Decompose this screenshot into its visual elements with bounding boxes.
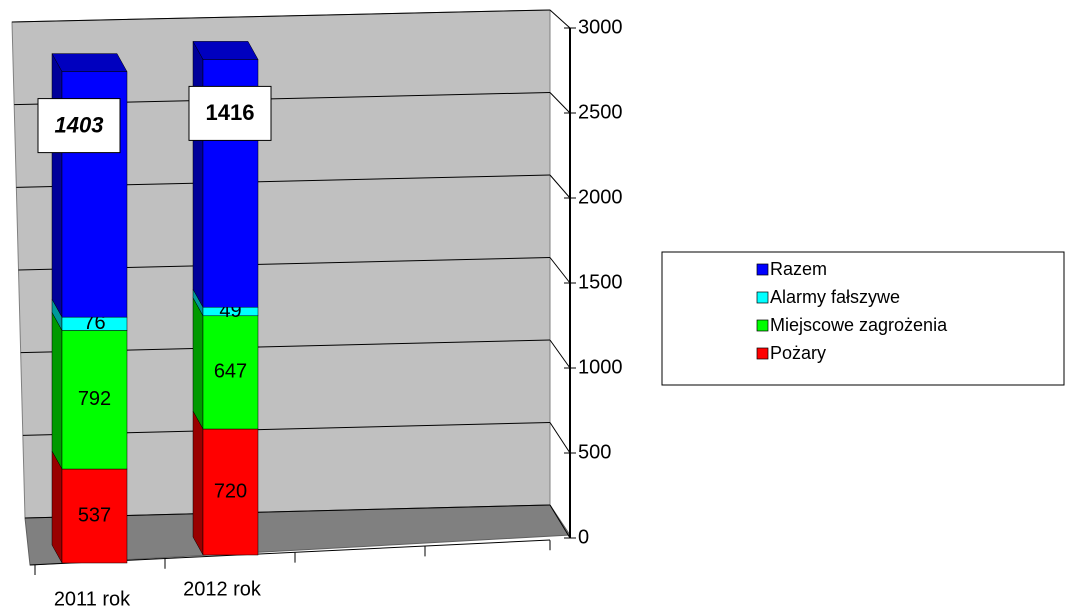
data-label: 76 [83, 312, 105, 334]
tick-mark [549, 174, 571, 199]
data-label: 1403 [55, 112, 104, 137]
y-tick-label: 2500 [578, 101, 623, 123]
data-label: 647 [214, 361, 247, 383]
bar-side [51, 52, 63, 319]
grid-line [11, 9, 551, 23]
bar-side [192, 410, 204, 556]
bar-side [51, 450, 63, 564]
data-label: 537 [78, 504, 111, 526]
y-tick-label: 0 [578, 526, 589, 548]
bar [202, 315, 259, 430]
data-label: 720 [214, 480, 247, 502]
tick-mark [549, 422, 571, 454]
legend-label: Miejscowe zagrożenia [770, 315, 948, 335]
y-tick-label: 2000 [578, 186, 623, 208]
tick-mark [549, 504, 571, 539]
data-label: 1416 [206, 100, 255, 125]
tick-mark [549, 257, 571, 284]
bar [202, 428, 259, 556]
tick-mark [549, 92, 571, 114]
x-tick-label: 2012 rok [183, 578, 262, 600]
y-tick-label: 1000 [578, 356, 623, 378]
legend-swatch [756, 291, 769, 304]
legend-swatch [756, 347, 769, 360]
tick-mark [549, 339, 571, 369]
bar-top [51, 53, 128, 72]
y-tick-label: 500 [578, 441, 611, 463]
bar-side [192, 296, 204, 430]
legend-box [661, 251, 1065, 386]
bar [61, 468, 128, 564]
y-tick-label: 1500 [578, 271, 623, 293]
y-tick-label: 3000 [578, 16, 623, 38]
legend-swatch [756, 319, 769, 332]
bar-side [51, 311, 63, 470]
legend-swatch [756, 263, 769, 276]
bar-side [192, 40, 204, 309]
legend-label: Razem [770, 259, 827, 279]
x-tick-label: 2011 rok [54, 588, 131, 609]
bar-top [192, 41, 259, 60]
data-label: 792 [78, 388, 111, 410]
tick-mark [549, 9, 571, 29]
legend-label: Pożary [770, 343, 826, 363]
data-label-box [37, 98, 121, 154]
bar [61, 330, 128, 470]
data-label-box [188, 85, 272, 141]
legend-label: Alarmy fałszywe [770, 287, 900, 307]
